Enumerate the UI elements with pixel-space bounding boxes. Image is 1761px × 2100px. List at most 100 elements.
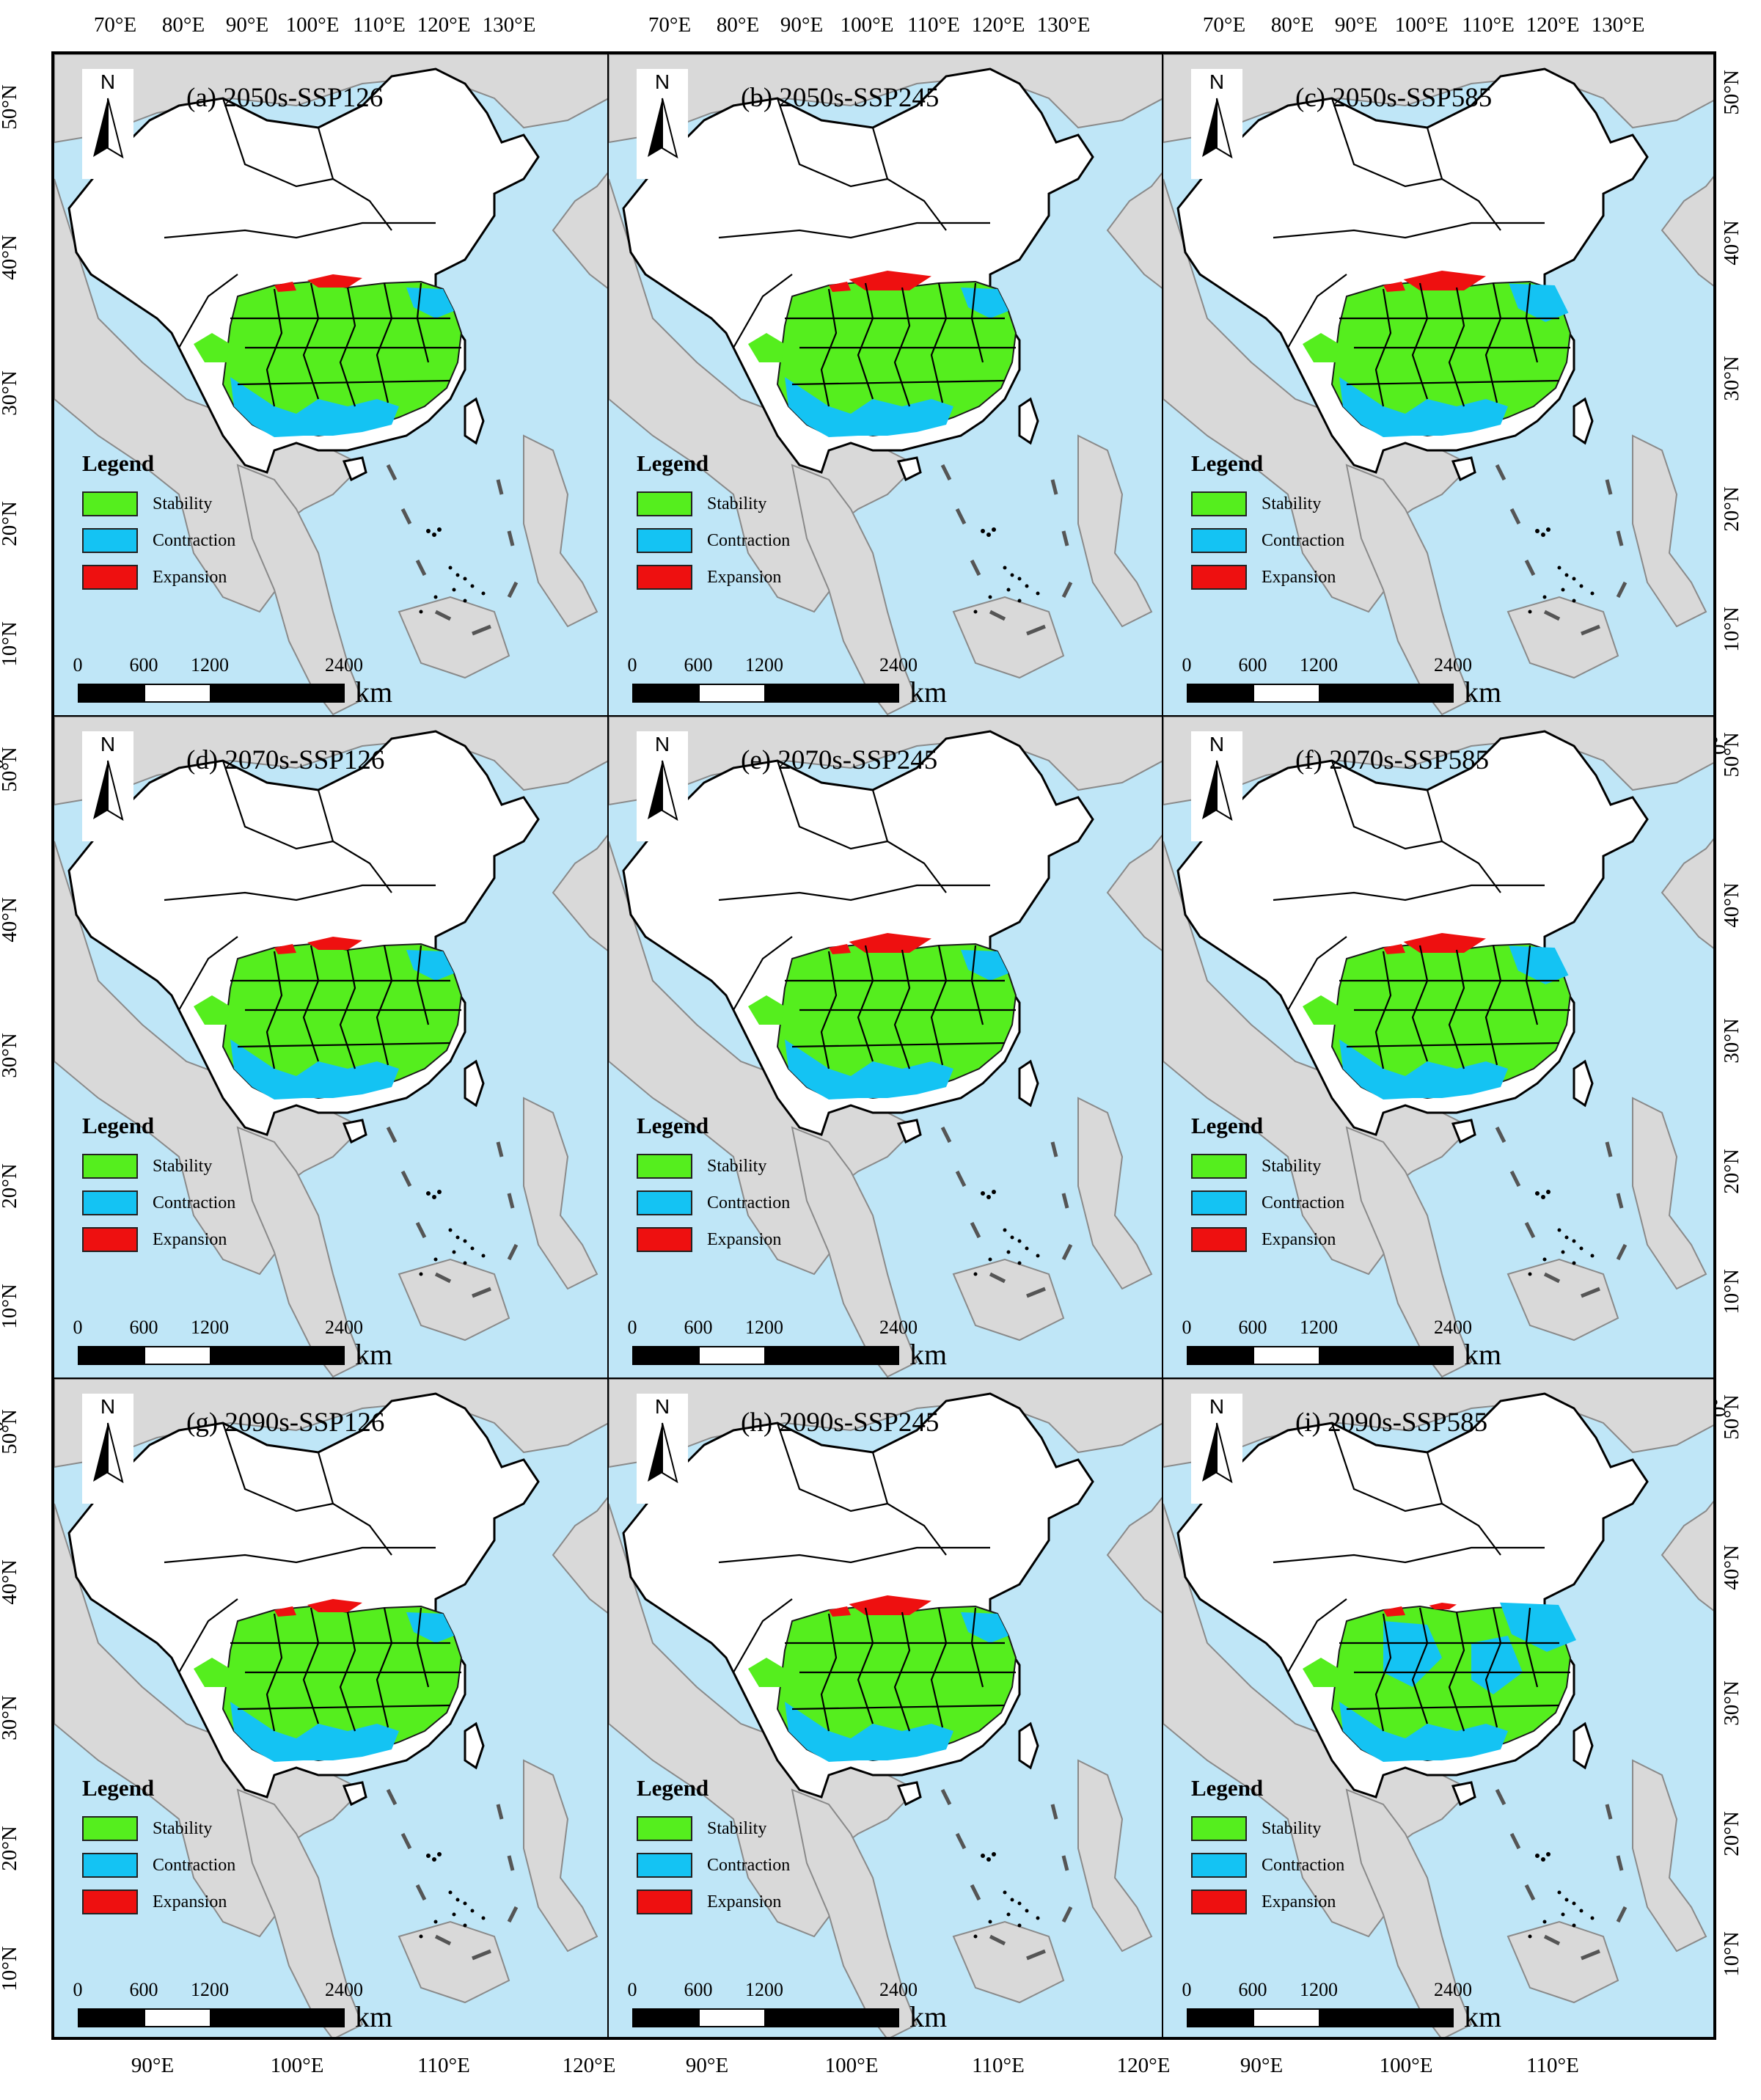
legend-label: Stability — [153, 1818, 213, 1838]
legend-label: Stability — [707, 494, 767, 513]
axis-tick-label: 10°N — [1719, 1269, 1743, 1314]
scale-segment — [1253, 684, 1320, 703]
scale-unit: km — [355, 1338, 393, 1371]
north-label: N — [100, 1395, 116, 1418]
axis-tick-label: 20°N — [0, 1163, 21, 1209]
legend: Legend Stability Contraction Expansion — [637, 1113, 790, 1258]
scale-segment — [1187, 684, 1254, 703]
axis-tick-label: 50°N — [0, 1409, 21, 1455]
legend-label: Contraction — [707, 1193, 791, 1212]
map-panel-g: (g) 2090s-SSP126 N Legend Stability Contr… — [54, 1378, 608, 2038]
legend-label: Contraction — [153, 530, 236, 550]
legend-swatch — [637, 1190, 692, 1215]
axis-tick-label: 20°N — [1719, 1149, 1743, 1194]
axis-tick-label: 30°N — [0, 1695, 21, 1741]
legend-label: Contraction — [707, 1855, 791, 1875]
legend-swatch — [1191, 528, 1247, 553]
legend-swatch — [1191, 1816, 1247, 1841]
scale-tick-1200: 1200 — [745, 1317, 783, 1338]
scale-tick-600: 600 — [1238, 1979, 1267, 2000]
legend: Legend Stability Contraction Expansion — [82, 1113, 235, 1258]
legend-item-contraction: Contraction — [637, 1185, 790, 1221]
scale-tick-1200: 1200 — [191, 654, 229, 676]
legend-label: Contraction — [153, 1855, 236, 1875]
legend-label: Contraction — [1262, 1855, 1345, 1875]
axis-tick-label: 120°E — [1116, 2054, 1171, 2077]
axis-tick-label: 50°N — [1719, 1394, 1743, 1440]
scale-segment — [1187, 1346, 1254, 1365]
legend-swatch — [82, 565, 138, 590]
legend-item-stability: Stability — [637, 1810, 790, 1847]
legend-swatch — [637, 1154, 692, 1179]
axis-tick-label: 100°E — [840, 13, 894, 37]
scale-tick-600: 600 — [684, 654, 713, 676]
map-panel-e: (e) 2070s-SSP245 N Legend Stability Contr… — [608, 716, 1163, 1378]
legend-label: Expansion — [707, 567, 782, 587]
axis-tick-label: 120°E — [971, 13, 1025, 37]
scale-tick-0: 0 — [1182, 654, 1192, 676]
legend-label: Contraction — [1262, 1193, 1345, 1212]
scale-segment — [632, 684, 700, 703]
scale-segment — [698, 684, 766, 703]
axis-tick-label: 50°N — [1719, 70, 1743, 115]
legend-label: Stability — [1262, 1818, 1322, 1838]
legend-item-stability: Stability — [82, 1810, 235, 1847]
axis-tick-label: 30°N — [0, 370, 21, 416]
axis-tick-label: 10°N — [1719, 607, 1743, 652]
legend-swatch — [637, 491, 692, 516]
scale-tick-2400: 2400 — [325, 1979, 363, 2000]
legend-label: Expansion — [153, 567, 227, 587]
scale-tick-2400: 2400 — [325, 654, 363, 676]
scale-segment — [210, 2008, 345, 2027]
legend-swatch — [82, 1154, 138, 1179]
scale-tick-600: 600 — [684, 1979, 713, 2000]
north-label: N — [1209, 70, 1225, 93]
legend-label: Expansion — [153, 1229, 227, 1249]
scale-bar: 0 600 1200 2400 km — [623, 1317, 948, 1378]
north-label: N — [1209, 1395, 1225, 1418]
legend-label: Contraction — [1262, 530, 1345, 550]
scale-segment — [764, 2008, 899, 2027]
legend-title: Legend — [1191, 1113, 1264, 1138]
scale-tick-0: 0 — [73, 654, 83, 676]
legend-item-expansion: Expansion — [637, 1884, 790, 1920]
map-canvas — [609, 1379, 1162, 2037]
legend-label: Expansion — [1262, 1892, 1336, 1911]
scale-segment — [1253, 1346, 1320, 1365]
axis-tick-label: 30°N — [1719, 1680, 1743, 1726]
axis-tick-label: 120°E — [417, 13, 471, 37]
panel-title: (h) 2090s-SSP245 — [741, 1408, 940, 1438]
scale-unit: km — [1464, 2000, 1502, 2033]
panel-title: (g) 2090s-SSP126 — [186, 1408, 385, 1438]
scale-unit: km — [1464, 676, 1502, 709]
legend: Legend Stability Contraction Expansion — [637, 450, 790, 596]
scale-unit: km — [355, 676, 393, 709]
legend-swatch — [82, 1853, 138, 1878]
north-arrow: N — [82, 69, 133, 179]
panel-title: (a) 2050s-SSP126 — [186, 83, 384, 113]
scale-segment — [1319, 2008, 1454, 2027]
scale-segment — [78, 684, 145, 703]
legend-swatch — [637, 528, 692, 553]
legend-title: Legend — [637, 1113, 709, 1138]
axis-tick-label: 130°E — [1591, 13, 1645, 37]
legend-label: Expansion — [1262, 1229, 1336, 1249]
scale-tick-0: 0 — [73, 1317, 83, 1338]
axis-tick-label: 10°N — [0, 1946, 21, 1991]
legend-item-stability: Stability — [1191, 1810, 1344, 1847]
axis-tick-label: 100°E — [1379, 2054, 1433, 2077]
legend-swatch — [1191, 565, 1247, 590]
legend-swatch — [1191, 1853, 1247, 1878]
scale-unit: km — [355, 2000, 393, 2033]
legend-swatch — [1191, 1889, 1247, 1914]
axis-tick-label: 110°E — [1526, 2054, 1579, 2077]
legend-label: Stability — [707, 1818, 767, 1838]
axis-tick-label: 20°N — [0, 1826, 21, 1871]
scale-bar: 0 600 1200 2400 km — [69, 1317, 393, 1378]
north-arrow: N — [637, 1394, 688, 1504]
legend-title: Legend — [82, 450, 155, 476]
legend: Legend Stability Contraction Expansion — [82, 450, 235, 596]
axis-tick-label: 90°E — [780, 13, 824, 37]
map-canvas — [609, 54, 1162, 715]
axis-tick-label: 30°N — [0, 1033, 21, 1078]
